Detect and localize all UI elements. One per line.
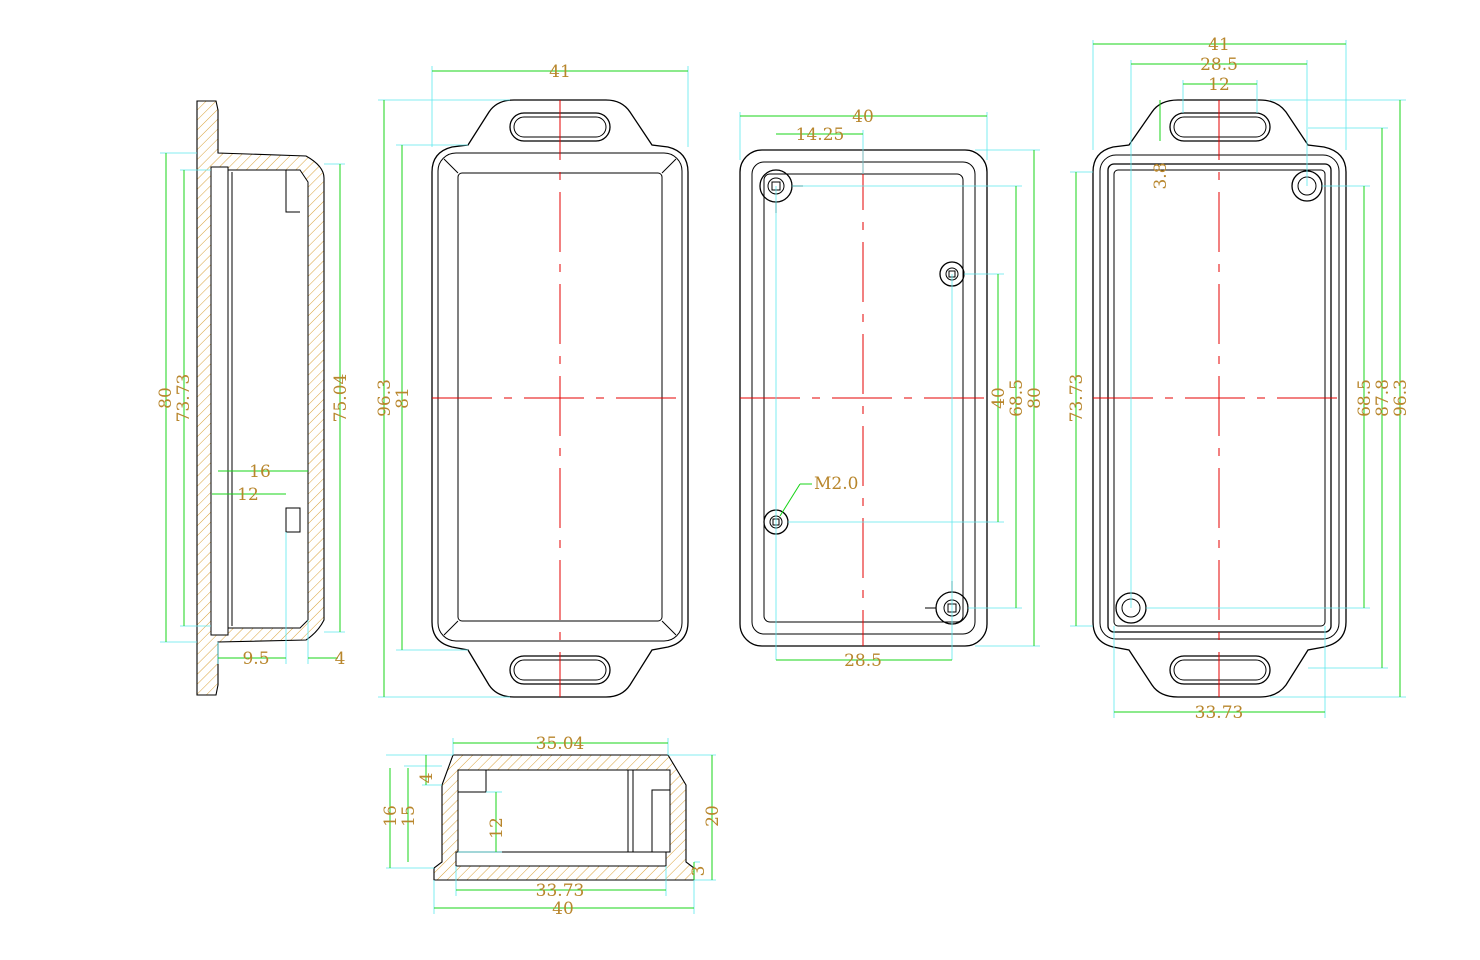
m2-leader <box>779 483 801 517</box>
interior-dim-28-5: 28.5 <box>844 651 882 671</box>
interior-dim-14-25: 14.25 <box>796 125 845 145</box>
section-dim-20: 20 <box>703 805 723 827</box>
back-dim-73-73: 73.73 <box>1067 374 1087 423</box>
section-dim-33-73: 33.73 <box>536 881 585 901</box>
dimension-labels: 80 73.73 75.04 16 12 9.5 4 41 96.3 81 40… <box>156 35 1411 919</box>
back-dim-28-5: 28.5 <box>1200 55 1238 75</box>
front-dim-96-3: 96.3 <box>375 379 395 417</box>
side-dim-16: 16 <box>249 462 271 482</box>
section-dim-12: 12 <box>487 817 507 839</box>
back-dim-41: 41 <box>1208 35 1230 55</box>
side-boss-top <box>228 169 300 213</box>
interior-thread-callout: M2.0 <box>814 474 858 494</box>
side-inner-lip <box>210 166 229 636</box>
interior-dim-68-5: 68.5 <box>1007 379 1027 417</box>
side-dim-9-5: 9.5 <box>242 649 269 669</box>
interior-dim-40: 40 <box>852 107 874 127</box>
section-floor-lip <box>455 851 667 867</box>
dimension-lines <box>165 43 1401 909</box>
interior-dim-80: 80 <box>1025 387 1045 409</box>
back-outer-outline <box>1092 99 1347 698</box>
back-slot-top <box>1169 112 1271 142</box>
section-dim-15: 15 <box>399 805 419 827</box>
section-cavity <box>457 769 671 853</box>
section-dim-4: 4 <box>417 773 437 784</box>
section-dim-35-04: 35.04 <box>536 734 585 754</box>
side-boss-bottom <box>285 507 301 533</box>
boss-bottom-right <box>925 581 969 625</box>
side-cavity <box>227 169 309 629</box>
back-slot-bottom <box>1169 655 1271 685</box>
section-boss-left <box>458 769 487 793</box>
side-dim-73-73: 73.73 <box>174 374 194 423</box>
back-dim-87-8: 87.8 <box>1373 379 1393 417</box>
boss-top-left <box>759 169 803 213</box>
section-dim-16: 16 <box>381 805 401 827</box>
front-view <box>431 99 689 698</box>
back-dim-96-3: 96.3 <box>1391 379 1411 417</box>
interior-view <box>739 149 988 647</box>
section-boss-right <box>622 769 671 852</box>
back-dim-12: 12 <box>1208 75 1230 95</box>
interior-dim-40-vertical: 40 <box>989 387 1009 409</box>
side-dim-4: 4 <box>335 649 346 669</box>
side-dim-12: 12 <box>237 485 259 505</box>
back-view <box>1092 99 1347 698</box>
side-dim-75-04: 75.04 <box>331 374 351 423</box>
back-dim-3-8: 3.8 <box>1151 162 1171 189</box>
section-dim-3: 3 <box>689 866 709 877</box>
side-dim-80: 80 <box>156 387 176 409</box>
bottom-section-view <box>433 754 695 881</box>
back-dim-33-73: 33.73 <box>1195 703 1244 723</box>
front-outer-outline <box>431 99 689 698</box>
section-dim-40: 40 <box>552 899 574 919</box>
front-dim-41: 41 <box>549 62 571 82</box>
front-dim-81: 81 <box>393 387 413 409</box>
extension-lines <box>160 40 1406 914</box>
back-dim-68-5: 68.5 <box>1355 379 1375 417</box>
side-section-view <box>196 100 325 696</box>
